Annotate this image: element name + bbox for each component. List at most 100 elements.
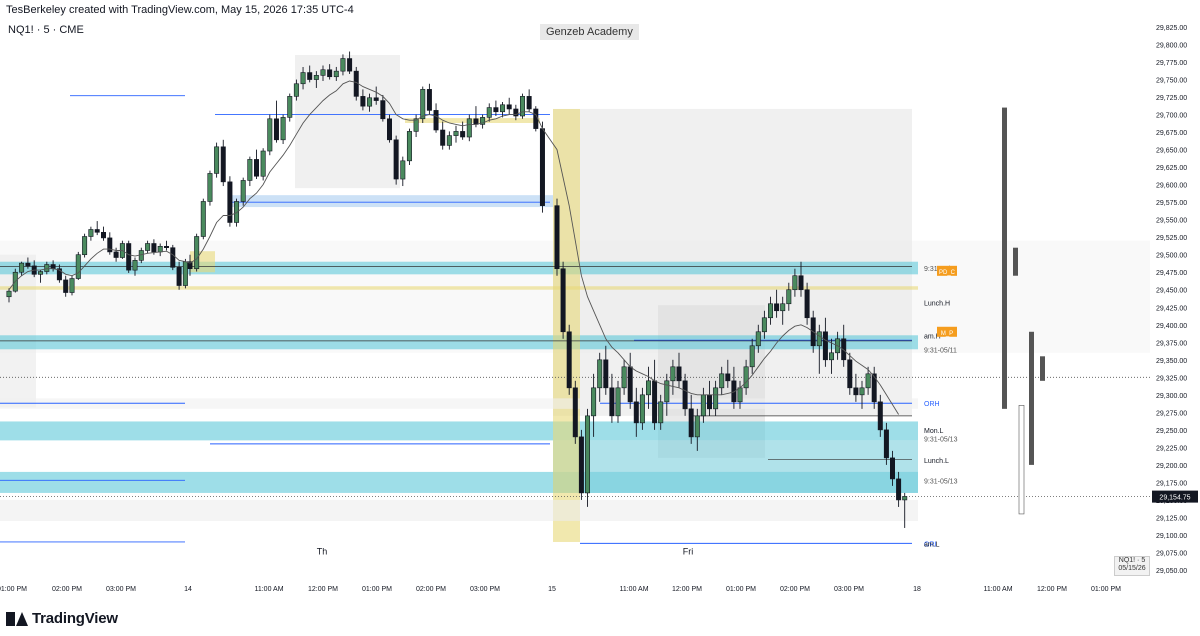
candle-body: [293, 83, 299, 97]
candle-body: [682, 380, 688, 410]
candle-body: [145, 243, 151, 251]
price-tick-label: 29,525.00: [1156, 235, 1187, 242]
price-chart[interactable]: ThFri9:31-05/11Lunch.Ham.H9:31-05/11ORHM…: [0, 20, 1150, 577]
time-axis[interactable]: 01:00 PM 02:00 PM 03:00 PM 14 11:00 AM 12:00 …: [0, 577, 1150, 601]
candle-body: [88, 229, 94, 237]
candle-body: [883, 429, 889, 459]
time-axis-scale[interactable]: 01:00 PM 02:00 PM 03:00 PM 14 11:00 AM 12:00 …: [0, 577, 1150, 601]
time-tick-label: 02:00 PM: [780, 586, 810, 593]
time-tick-label: 02:00 PM: [52, 586, 82, 593]
candle-body: [847, 359, 853, 389]
candle-body: [486, 107, 492, 118]
candle-body: [688, 408, 694, 438]
candle-body: [786, 289, 792, 305]
zone-rect: [0, 499, 918, 521]
level-label: 9:31-05/11: [924, 347, 957, 354]
candle-body: [234, 201, 240, 223]
candle-body: [755, 331, 761, 347]
price-tick-label: 29,175.00: [1156, 480, 1187, 487]
candle-body: [101, 231, 107, 239]
candle-body: [639, 394, 645, 424]
symbol-date-box: NQ1! · 5 05/15/26: [1114, 556, 1150, 576]
candle-body: [804, 289, 810, 319]
level-label: 9:31-05/13: [924, 436, 958, 443]
candle-body: [176, 267, 182, 286]
time-tick-label: 12:00 PM: [672, 586, 702, 593]
price-tick-label: 29,750.00: [1156, 78, 1187, 85]
candle-body: [473, 118, 479, 125]
candle-body: [584, 415, 590, 494]
candle-body: [446, 135, 452, 146]
candle-body: [157, 246, 163, 253]
price-axis[interactable]: 29,825.00 29,800.00 29,775.00 29,750.00 29,7…: [1150, 20, 1200, 577]
tradingview-logo-icon: [6, 611, 28, 626]
candle-body: [627, 366, 633, 403]
candle-body: [340, 58, 346, 72]
candle-body: [170, 247, 176, 268]
candle-body: [725, 373, 731, 382]
price-axis-scale[interactable]: 29,825.00 29,800.00 29,775.00 29,750.00 29,7…: [1150, 20, 1200, 577]
time-tick-label: 11:00 AM: [254, 586, 283, 593]
candle-body: [207, 173, 213, 202]
candle-body: [578, 436, 584, 494]
price-tick-label: 29,775.00: [1156, 60, 1187, 67]
candle-body: [320, 69, 326, 76]
price-tick-label: 29,400.00: [1156, 323, 1187, 330]
candle-body: [853, 387, 859, 396]
session-label: Th: [317, 547, 328, 557]
candle-body: [700, 394, 706, 417]
zone-rect: [0, 261, 918, 275]
level-tag: [937, 265, 957, 276]
symbol-legend[interactable]: NQ1! · 5 · CME: [8, 24, 84, 36]
attribution-text: TesBerkeley created with TradingView.com…: [6, 4, 354, 16]
level-label: am.L: [924, 541, 940, 548]
candle-body: [426, 89, 432, 111]
last-price-label: 29,154.75: [1159, 495, 1190, 502]
candle-body: [664, 380, 670, 403]
candle-body: [94, 229, 100, 233]
level-label: Lunch.L: [924, 458, 949, 465]
candle-body: [615, 387, 621, 417]
candle-body: [774, 303, 780, 312]
candle-body: [6, 290, 12, 298]
candle-body: [433, 110, 439, 131]
candle-body: [406, 131, 412, 162]
price-tick-label: 29,225.00: [1156, 445, 1187, 452]
zone-rect: [0, 335, 918, 350]
candle-body: [400, 160, 406, 180]
price-tick-label: 29,550.00: [1156, 218, 1187, 225]
candle-body: [743, 366, 749, 389]
candle-body: [75, 254, 81, 279]
candle-body: [164, 246, 170, 249]
time-tick-label: 14: [184, 586, 192, 593]
time-tick-label: 12:00 PM: [308, 586, 338, 593]
price-tick-label: 29,800.00: [1156, 43, 1187, 50]
level-tag: [937, 326, 957, 337]
candle-body: [56, 268, 62, 281]
candle-body: [460, 131, 466, 138]
candle-body: [816, 331, 822, 347]
level-label: ORH: [924, 401, 940, 408]
zone-rect: [190, 251, 215, 273]
tradingview-logo[interactable]: TradingView: [6, 610, 118, 627]
candle-body: [313, 75, 319, 80]
candle-body: [652, 380, 658, 424]
price-tick-label: 29,375.00: [1156, 340, 1187, 347]
chart-area[interactable]: ThFri9:31-05/11Lunch.Ham.H9:31-05/11ORHM…: [0, 20, 1150, 577]
candle-body: [761, 317, 767, 333]
candle-body: [737, 387, 743, 403]
time-tick-label: 01:00 PM: [0, 586, 27, 593]
candle-body: [300, 72, 306, 85]
candle-body: [151, 243, 157, 253]
candle-body: [373, 97, 379, 101]
candle-body: [107, 237, 113, 253]
time-tick-label: 18: [913, 586, 921, 593]
candle-body: [227, 181, 233, 223]
candle-body: [609, 387, 615, 417]
time-tick-label: 01:00 PM: [726, 586, 756, 593]
candle-body: [182, 261, 188, 286]
candle-body: [896, 478, 902, 501]
candle-body: [506, 104, 512, 110]
candle-body: [865, 373, 871, 389]
candle-body: [273, 118, 279, 141]
